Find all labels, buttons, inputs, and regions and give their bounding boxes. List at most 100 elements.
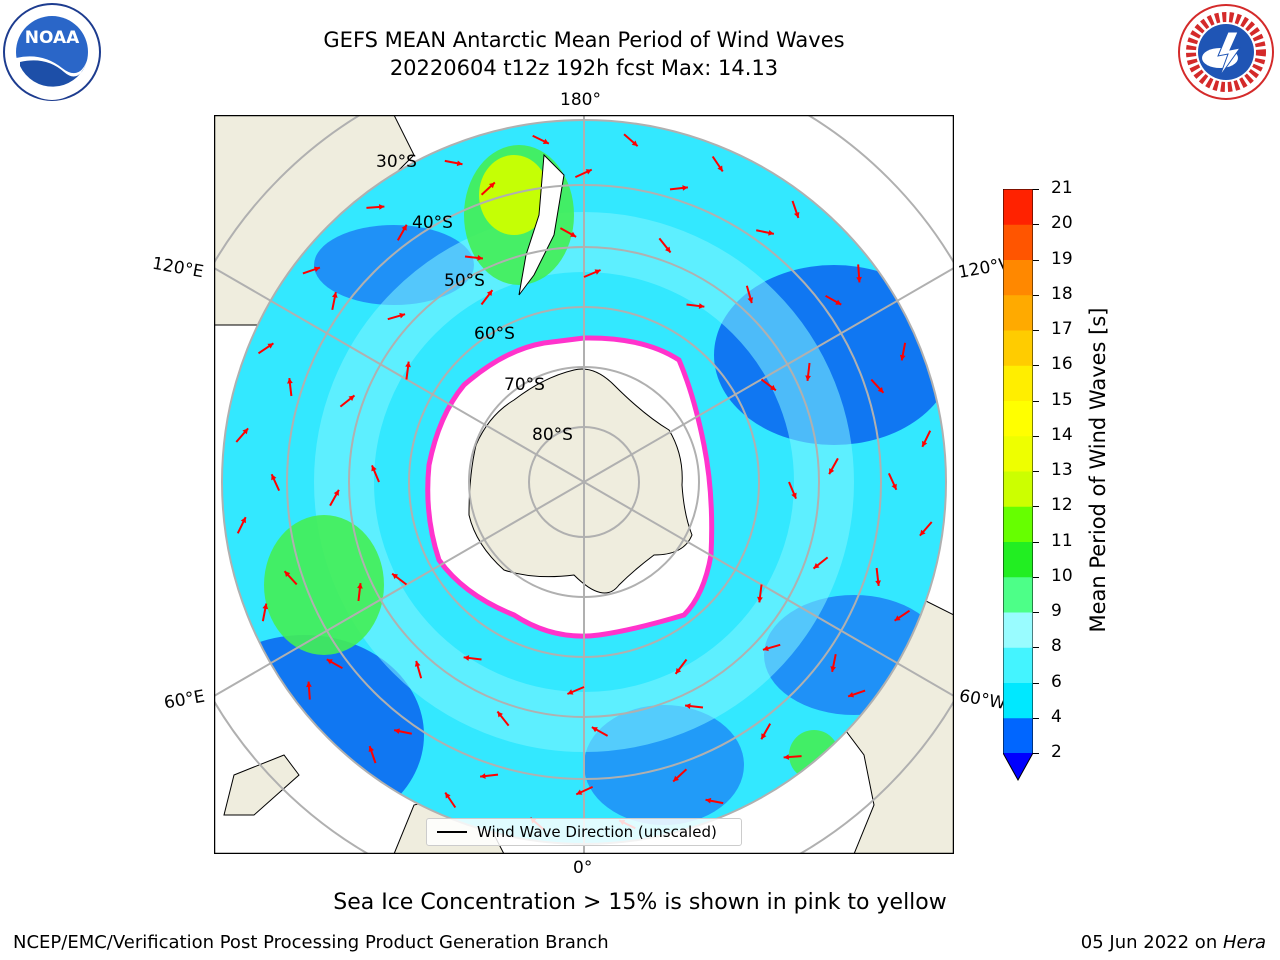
wind-wave-arrow (357, 582, 363, 602)
wind-wave-arrow (464, 255, 484, 261)
wind-wave-arrow (574, 168, 593, 179)
wind-wave-arrow (559, 227, 577, 238)
colorbar-tick-mark (1033, 400, 1039, 402)
wind-wave-arrow (396, 224, 408, 241)
lon-label-0: 0° (573, 858, 593, 878)
wind-wave-arrow (302, 266, 321, 275)
wind-wave-arrow (921, 430, 932, 448)
colorbar-extend-arrow (1003, 753, 1033, 780)
wind-wave-arrow (575, 785, 594, 796)
map-legend: Wind Wave Direction (unscaled) (426, 818, 742, 846)
wind-wave-arrow (745, 285, 754, 304)
footer-machine: Hera (1222, 932, 1266, 953)
lon-label-120e: 120°E (150, 253, 206, 283)
colorbar-segment (1003, 435, 1033, 472)
wind-wave-arrow (480, 773, 499, 779)
colorbar-tick-mark (1033, 259, 1039, 261)
sea-ice-caption: Sea Ice Concentration > 15% is shown in … (333, 890, 947, 915)
wind-wave-arrow (405, 361, 411, 380)
wind-wave-arrow (306, 681, 312, 700)
title-line-2: 20220604 t12z 192h fcst Max: 14.13 (389, 56, 779, 80)
wind-wave-arrow (391, 572, 408, 586)
colorbar-tick-label: 9 (1051, 601, 1062, 621)
colorbar-tick-mark (1033, 435, 1039, 437)
colorbar-tick-label: 19 (1051, 248, 1073, 269)
wind-wave-arrow (757, 584, 763, 603)
wind-wave-arrow (283, 570, 298, 586)
wind-wave-arrow (583, 269, 601, 278)
colorbar-tick-label: 6 (1051, 671, 1062, 692)
wind-wave-arrow (235, 427, 249, 443)
lat-label-50s: 50°S (444, 271, 485, 291)
wind-wave-arrow (887, 472, 898, 491)
colorbar-title: Mean Period of Wind Waves [s] (1086, 307, 1110, 633)
colorbar-tick-mark (1033, 682, 1039, 684)
wind-wave-arrow (760, 723, 772, 740)
colorbar-tick-mark (1033, 753, 1039, 754)
legend-line-swatch (437, 831, 467, 833)
colorbar-tick-label: 13 (1051, 460, 1073, 480)
lat-label-80s: 80°S (532, 425, 573, 445)
title-line-1: GEFS MEAN Antarctic Mean Period of Wind … (323, 28, 845, 52)
colorbar-segment (1003, 506, 1033, 542)
madagascar-land (223, 754, 300, 816)
wind-wave-arrow (812, 556, 829, 570)
wind-wave-arrow (711, 155, 724, 172)
wind-wave-arrow (236, 516, 247, 534)
wind-wave-arrow (591, 726, 609, 737)
wind-wave-arrow (393, 728, 412, 735)
colorbar-tick-mark (1033, 224, 1039, 226)
wind-wave-arrow (899, 342, 907, 361)
wind-wave-arrow (674, 658, 688, 675)
colorbar-tick-label: 18 (1051, 283, 1073, 304)
wind-wave-arrow (870, 378, 885, 394)
noaa-logo-text: NOAA (24, 28, 80, 48)
colorbar-tick-label: 21 (1051, 178, 1073, 198)
wind-wave-arrow (532, 134, 550, 145)
colorbar-svg (1002, 188, 1034, 782)
colorbar-segment (1003, 682, 1033, 719)
colorbar-segment (1003, 330, 1033, 366)
wind-wave-arrow (875, 567, 881, 586)
colorbar (1002, 188, 1034, 782)
colorbar-tick-label: 8 (1051, 636, 1062, 657)
colorbar-segment (1003, 717, 1033, 754)
colorbar-tick-label: 16 (1051, 354, 1073, 375)
wind-wave-arrow (387, 312, 406, 321)
legend-label: Wind Wave Direction (unscaled) (477, 823, 717, 841)
wind-wave-arrow (257, 342, 274, 355)
wind-wave-arrow (331, 291, 338, 310)
wind-wave-arrow (270, 473, 281, 492)
wind-wave-arrow (762, 643, 781, 652)
wind-wave-arrow (684, 703, 704, 709)
lon-label-60e: 60°E (162, 686, 207, 714)
footer-date: 05 Jun 2022 on (1080, 932, 1223, 953)
colorbar-segment (1003, 189, 1033, 225)
colorbar-tick-mark (1033, 365, 1039, 367)
lat-label-60s: 60°S (474, 324, 515, 344)
colorbar-tick-mark (1033, 294, 1039, 296)
lat-label-30s: 30°S (376, 152, 417, 172)
wind-wave-arrow (368, 745, 377, 764)
wind-wave-arrow (805, 362, 811, 382)
wind-wave-arrow (919, 521, 933, 537)
colorbar-tick-label: 4 (1051, 706, 1062, 727)
colorbar-tick-mark (1033, 189, 1039, 190)
colorbar-tick-mark (1033, 612, 1039, 613)
colorbar-segment (1003, 400, 1033, 437)
wind-wave-arrow (847, 689, 866, 698)
wind-wave-arrow (672, 768, 688, 783)
noaa-logo: NOAA (2, 2, 102, 102)
colorbar-tick-mark (1033, 647, 1039, 649)
colorbar-segment (1003, 541, 1033, 578)
colorbar-segment (1003, 294, 1033, 331)
colorbar-segment (1003, 576, 1033, 613)
wind-wave-arrow (894, 609, 911, 622)
colorbar-tick-label: 20 (1051, 213, 1073, 234)
lat-label-40s: 40°S (412, 213, 453, 233)
nws-logo (1176, 2, 1276, 102)
colorbar-segment (1003, 224, 1033, 260)
footer-left: NCEP/EMC/Verification Post Processing Pr… (13, 932, 609, 953)
wind-wave-arrow (830, 654, 837, 673)
wind-wave-arrow (371, 465, 380, 483)
